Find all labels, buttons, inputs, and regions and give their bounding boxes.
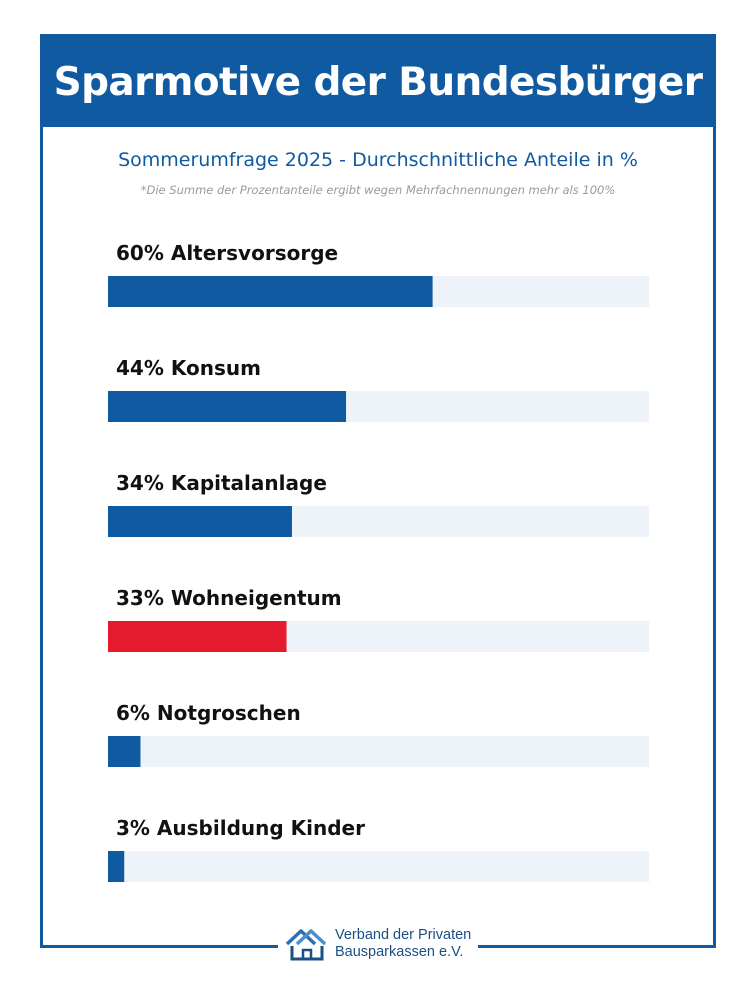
- bar-label-wohneigentum: 33% Wohneigentum: [116, 586, 342, 610]
- chart-title: Sparmotive der Bundesbürger: [53, 59, 703, 105]
- publisher-name-line1: Verband der Privaten: [335, 927, 472, 943]
- bar-kapitalanlage: [108, 506, 292, 537]
- bar-label-konsum: 44% Konsum: [116, 356, 261, 380]
- bar-track-ausbildung-kinder: [108, 851, 649, 882]
- publisher-logo: Verband der Privaten Bausparkassen e.V.: [283, 926, 474, 962]
- house-roofs-icon: [285, 929, 327, 961]
- bar-wohneigentum: [108, 621, 287, 652]
- bar-track-notgroschen: [108, 736, 649, 767]
- bar-altersvorsorge: [108, 276, 433, 307]
- publisher-name-line2: Bausparkassen e.V.: [335, 944, 464, 960]
- bar-chart: 60% Altersvorsorge 44% Konsum 34% Kapitala…: [108, 241, 649, 882]
- title-banner: Sparmotive der Bundesbürger: [43, 37, 713, 127]
- bar-label-kapitalanlage: 34% Kapitalanlage: [116, 471, 327, 495]
- publisher-name: Verband der Privaten Bausparkassen e.V.: [335, 927, 471, 961]
- bar-label-notgroschen: 6% Notgroschen: [116, 701, 301, 725]
- chart-subtitle: Sommerumfrage 2025 - Durchschnittliche A…: [118, 149, 638, 171]
- chart-frame: Sparmotive der Bundesbürger Sommerumfrag…: [40, 34, 716, 948]
- chart-footnote: *Die Summe der Prozentanteile ergibt weg…: [140, 183, 616, 197]
- bar-ausbildung-kinder: [108, 851, 125, 882]
- bar-notgroschen: [108, 736, 141, 767]
- bar-label-ausbildung-kinder: 3% Ausbildung Kinder: [116, 816, 365, 840]
- bar-label-altersvorsorge: 60% Altersvorsorge: [116, 241, 338, 265]
- bar-konsum: [108, 391, 347, 422]
